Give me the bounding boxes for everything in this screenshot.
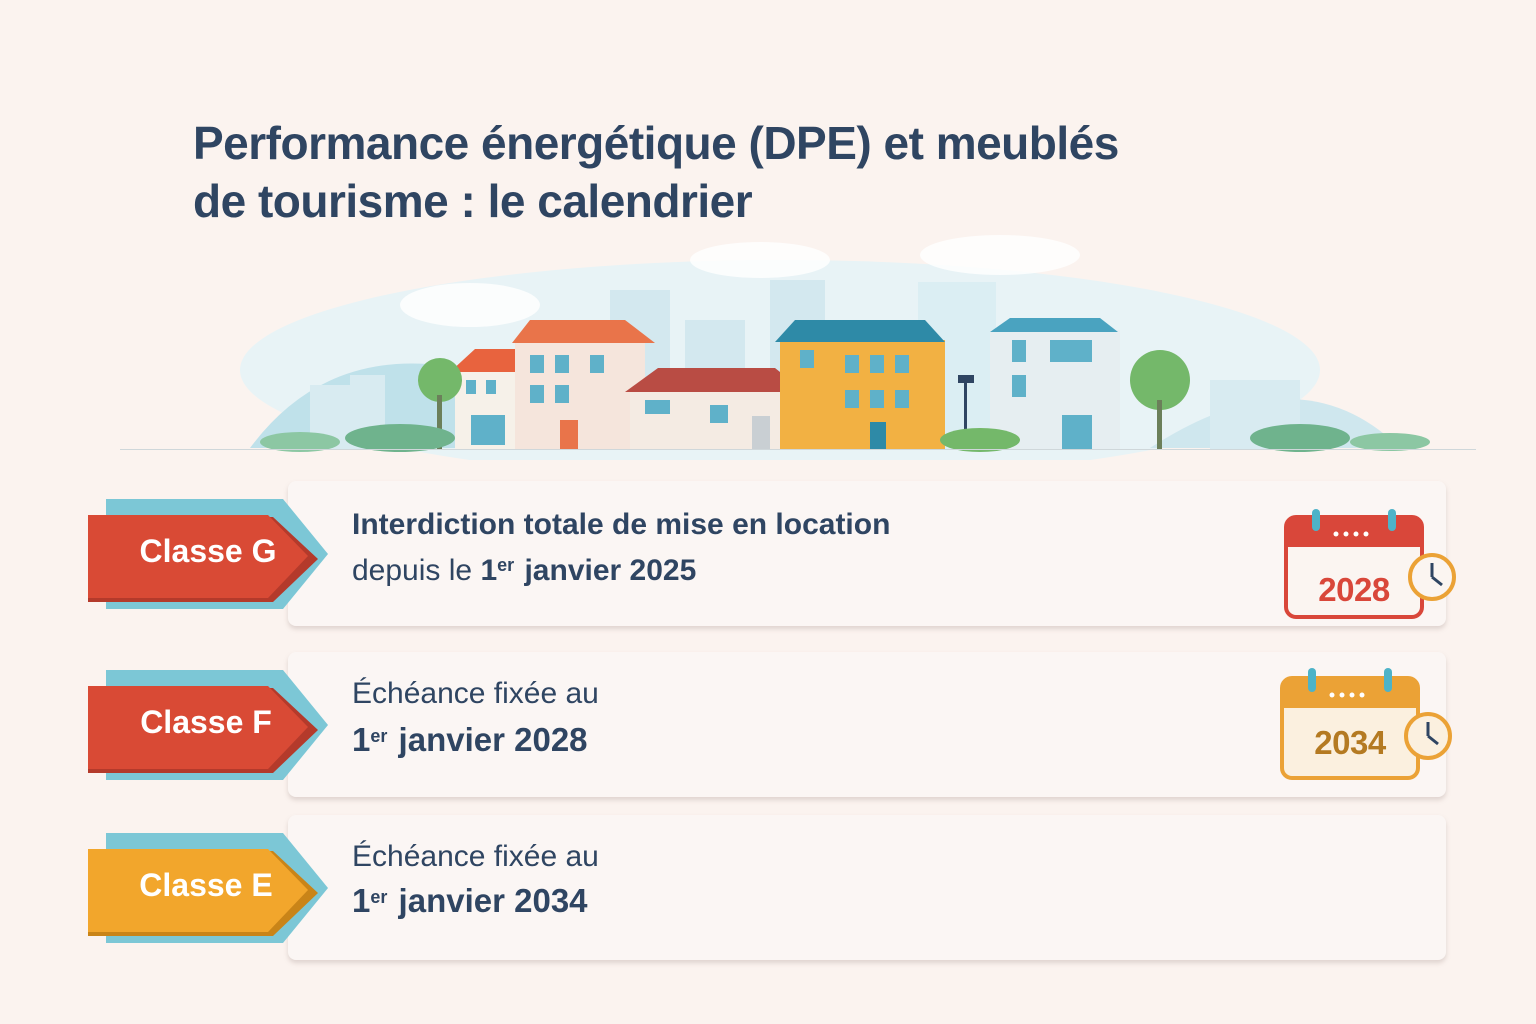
line2-date: janvier 2025	[516, 554, 697, 587]
row-classe-e: Classe E Échéance fixée au 1er janvier 2…	[88, 815, 1458, 965]
row-card	[288, 815, 1446, 960]
ground-line	[120, 449, 1476, 450]
row-card	[288, 652, 1446, 797]
row-line-2: 1er janvier 2034	[352, 877, 588, 921]
line2-date: janvier 2028	[389, 721, 588, 758]
line2-sup: er	[497, 555, 515, 575]
line2-prefix: depuis le	[352, 554, 481, 587]
badge-label: Classe F	[140, 704, 272, 740]
calendar-year: 2028	[1318, 571, 1390, 608]
row-line-1: Interdiction totale de mise en location	[352, 508, 891, 541]
row-line-1: Échéance fixée au	[352, 840, 599, 873]
line2-date: janvier 2034	[389, 882, 588, 919]
line2-day: 1	[352, 721, 371, 758]
badge-arrow	[88, 833, 328, 943]
street-illustration-svg	[240, 235, 1430, 480]
line2-sup: er	[370, 726, 388, 746]
row-line-1: Échéance fixée au	[352, 677, 599, 710]
badge-arrow	[88, 670, 328, 780]
row-line-2: depuis le 1er janvier 2025	[352, 545, 696, 591]
badge-label: Classe E	[139, 867, 273, 903]
row-classe-g: Classe G Interdiction totale de mise en …	[88, 481, 1458, 631]
calendar-clock-icon: 2028	[1284, 509, 1456, 619]
calendar-clock-icon: 2034	[1280, 668, 1452, 780]
street-illustration	[0, 230, 1536, 480]
calendar-svg	[1284, 509, 1456, 619]
row-card	[288, 481, 1446, 626]
title-line-2: de tourisme : le calendrier	[193, 175, 753, 227]
line2-day: 1	[480, 554, 498, 587]
line2-day: 1	[352, 882, 371, 919]
title-line-1: Performance énergétique (DPE) et meublés	[193, 117, 1119, 169]
row-line-2: 1er janvier 2028	[352, 716, 588, 760]
page-title: Performance énergétique (DPE) et meublés…	[193, 114, 1293, 230]
calendar-svg	[1280, 668, 1452, 780]
line2-sup: er	[370, 887, 388, 907]
calendar-year: 2034	[1314, 724, 1386, 761]
row-classe-f: Classe F Échéance fixée au 1er janvier 2…	[88, 652, 1458, 802]
badge-arrow	[88, 499, 328, 609]
badge-label: Classe G	[139, 533, 277, 569]
